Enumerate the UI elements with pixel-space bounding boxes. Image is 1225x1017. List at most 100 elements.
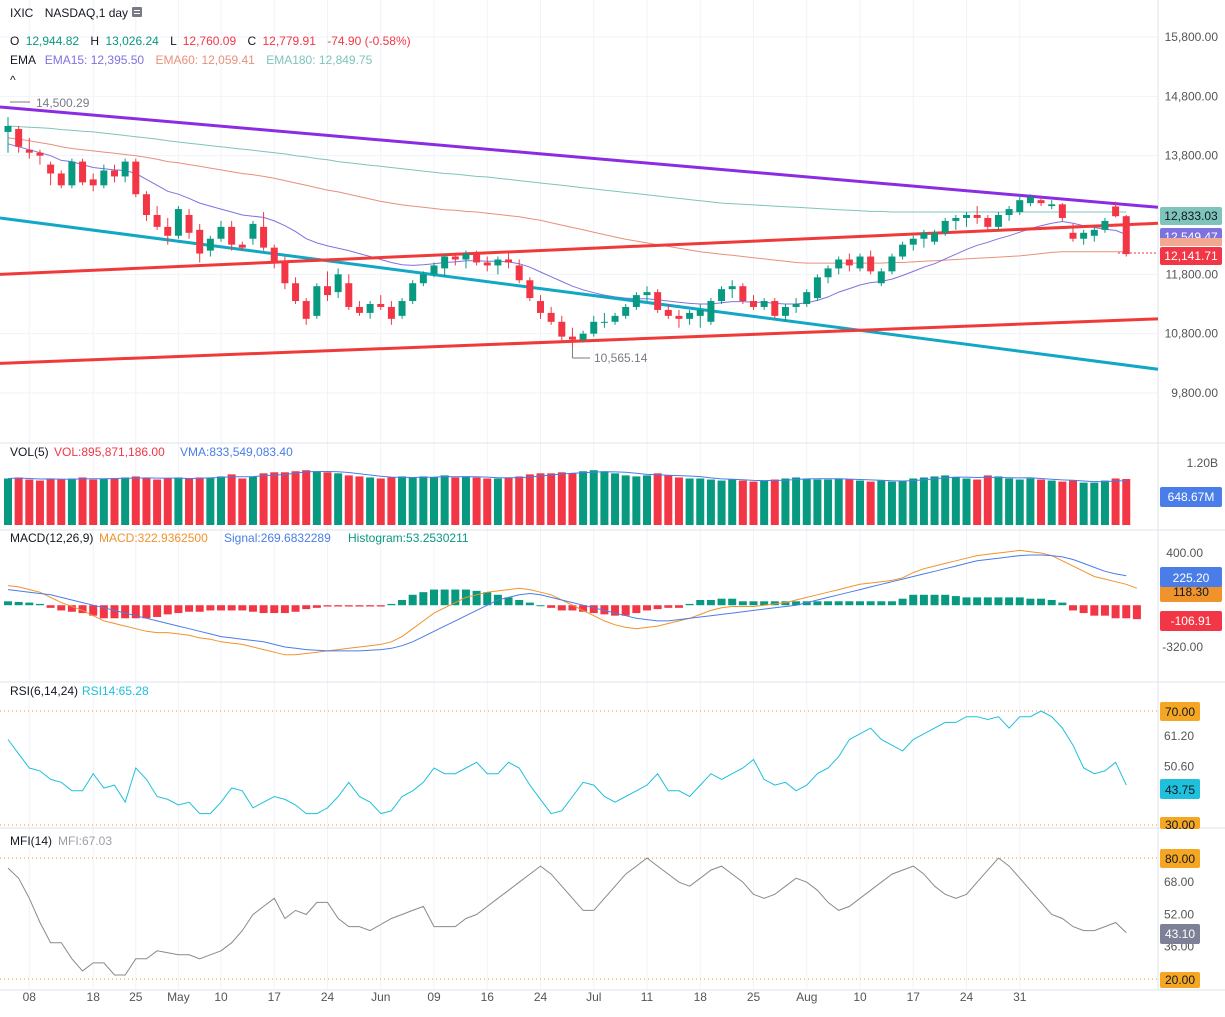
close-price-label-bg — [1160, 247, 1222, 265]
candle — [813, 274, 821, 302]
candle — [164, 217, 172, 245]
ema-label[interactable]: EMA — [10, 53, 36, 67]
candle-body — [994, 215, 1002, 227]
candle — [366, 301, 374, 319]
candle-body — [313, 286, 321, 316]
mfi-line — [7, 857, 1127, 976]
candle-body — [387, 306, 395, 319]
macd-histogram-bar — [14, 601, 23, 606]
candle-body — [728, 286, 736, 290]
price-pane[interactable]: 14,500.29 10,565.14 — [0, 96, 1159, 371]
candle — [526, 277, 534, 302]
macd-histogram-bar — [142, 605, 151, 619]
volume-bar — [909, 478, 918, 525]
candle — [25, 137, 33, 159]
candle — [260, 212, 268, 251]
collapse-icon[interactable]: ^ — [10, 73, 16, 87]
red-trend-line-lower — [0, 317, 1159, 365]
volume-pane[interactable]: VOL(5) VOL:895,871,186.00 VMA:833,549,083.… — [4, 445, 1222, 525]
volume-bar — [792, 477, 801, 525]
volume-bar — [941, 475, 950, 525]
candle — [89, 173, 97, 192]
candle-body — [451, 256, 459, 260]
volume-bar — [323, 472, 332, 525]
candle — [856, 253, 864, 272]
rsi-pane[interactable]: RSI(6,14,24) RSI14:65.28 61.20 50.60 70.00 30… — [0, 684, 1200, 832]
candle — [206, 235, 214, 257]
candle-body — [718, 289, 726, 302]
candle-body — [196, 229, 204, 254]
candle — [558, 315, 566, 343]
macd-histogram-bar — [195, 605, 204, 612]
volume-bar — [770, 479, 779, 525]
candle — [196, 223, 204, 263]
price-tick-label: 15,800.00 — [1165, 30, 1219, 44]
mfi-tick-label: 80.00 — [1165, 852, 1195, 866]
candles — [4, 117, 1130, 348]
macd-histogram-bar — [919, 594, 928, 606]
candle — [121, 158, 129, 183]
volume-bar — [238, 478, 247, 525]
volume-bar — [174, 477, 183, 525]
volume-bar — [1037, 479, 1046, 525]
legend-menu-icon[interactable] — [132, 7, 142, 17]
candle-body — [739, 286, 747, 302]
candle — [931, 229, 939, 245]
volume-bar — [472, 477, 481, 525]
macd-histogram-bar — [824, 601, 833, 606]
candle — [1069, 223, 1077, 242]
macd-histogram-bar — [781, 601, 790, 606]
candle — [377, 295, 385, 310]
candle-body — [494, 259, 502, 266]
candle — [643, 286, 651, 302]
hist-axis-badge — [1160, 611, 1222, 631]
mfi-tick-label: 20.00 — [1165, 973, 1195, 987]
signal-axis-badge — [1160, 567, 1222, 587]
candle — [111, 164, 118, 183]
macd-histogram-bar — [770, 601, 779, 606]
hist-axis-label: -106.91 — [1171, 614, 1212, 628]
candle-body — [707, 301, 715, 322]
trend-lines[interactable] — [0, 101, 1159, 371]
macd-histogram-bar — [1069, 605, 1077, 611]
mfi-axis-badge — [1160, 924, 1200, 944]
volume-bar — [25, 479, 34, 525]
candle — [781, 304, 789, 322]
volume-bar — [845, 479, 854, 525]
candle-body — [771, 301, 779, 316]
candle-body — [47, 164, 55, 174]
volume-bar — [1047, 480, 1056, 525]
volume-bar — [185, 478, 194, 525]
time-tick-label: 10 — [214, 990, 228, 1004]
candle-body — [1090, 229, 1098, 236]
ema180-value: EMA180: 12,849.75 — [266, 53, 372, 67]
volume-bar — [781, 478, 790, 525]
candle — [760, 298, 768, 310]
candle-body — [909, 238, 917, 245]
candle — [292, 277, 300, 304]
macd-histogram-bar — [983, 597, 992, 606]
time-axis[interactable]: 08 18 25 May 10 17 24 Jun 09 16 24 Jul 11 18 25 Aug 10 17… — [23, 990, 1027, 1004]
macd-histogram-bar — [696, 600, 705, 606]
macd-pane[interactable]: MACD(12,26,9) MACD:322.9362500 Signal:269.… — [4, 531, 1222, 656]
macd-histogram-bar — [1079, 605, 1088, 614]
candle — [632, 292, 640, 310]
candle-body — [611, 315, 619, 322]
open-label: O — [10, 34, 19, 48]
price-axis[interactable]: 15,800.00 14,800.00 13,800.00 11,800.00 10,8… — [1165, 30, 1219, 400]
volume-bar — [227, 474, 236, 525]
open-value: 12,944.82 — [26, 34, 80, 48]
rsi-tick-label: 30.00 — [1165, 818, 1195, 832]
volume-bar — [802, 478, 811, 525]
price-annotations: 14,500.29 10,565.14 — [36, 96, 648, 365]
time-tick-label: 17 — [268, 990, 282, 1004]
time-tick-label: 18 — [87, 990, 101, 1004]
rsi-30-badge — [1160, 817, 1200, 829]
candle — [537, 295, 544, 319]
volume-bar — [1090, 482, 1099, 525]
volume-bar — [217, 476, 225, 525]
candle-body — [792, 304, 800, 307]
mfi-pane[interactable]: MFI(14) MFI:67.0368.0052.0036.0080.0020.0… — [0, 834, 1200, 988]
symbol-label[interactable]: IXIC — [10, 6, 34, 20]
candle — [355, 301, 363, 316]
